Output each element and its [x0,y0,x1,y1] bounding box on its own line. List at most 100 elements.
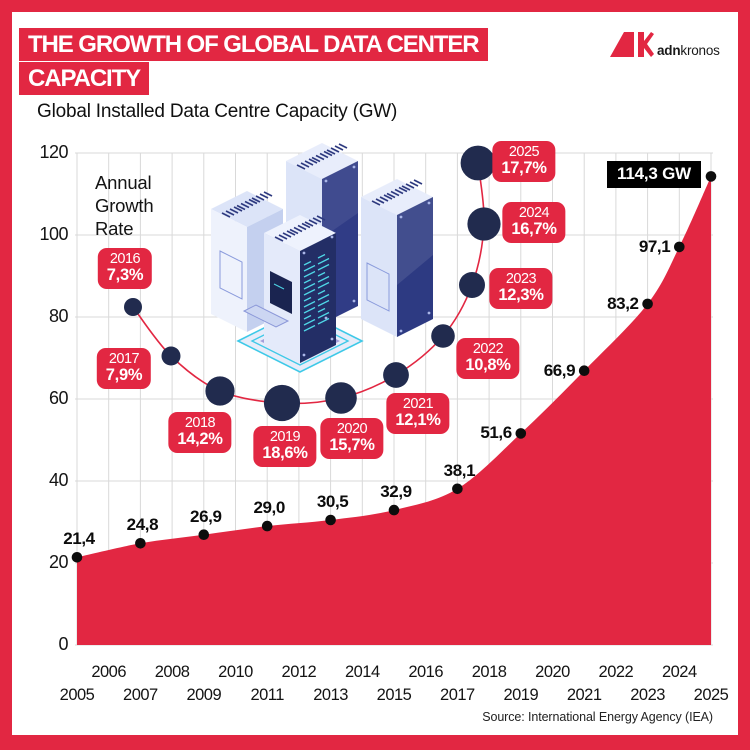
growth-badge-2016: 2016 7,3% [97,248,153,289]
growth-badge-rate: 7,9% [105,366,143,384]
x-tick-2016: 2016 [408,663,444,681]
value-label-2011: 29,0 [253,498,285,518]
growth-badge-rate: 17,7% [501,159,547,177]
growth-bubble-2018 [205,376,235,406]
growth-badge-rate: 12,1% [395,411,441,429]
growth-badge-2023: 2023 12,3% [489,268,553,309]
growth-badge-rate: 10,8% [465,356,511,374]
adnkronos-logo: adnkronos [607,31,720,58]
value-label-2007: 24,8 [126,515,159,535]
data-point-2007 [135,538,146,549]
x-tick-2020: 2020 [535,663,570,681]
data-point-2021 [578,365,590,377]
x-tick-2014: 2014 [344,663,380,681]
data-point-2005 [71,552,83,563]
growth-badge-2025: 2025 17,7% [492,141,556,182]
adnkronos-logo-icon [610,32,654,57]
data-point-2011 [261,520,273,532]
annual-growth-rate-label: Annual Growth Rate [95,172,154,239]
x-tick-2010: 2010 [218,663,253,681]
source-attribution: Source: International Energy Agency (IEA… [482,710,713,724]
growth-badge-year: 2018 [184,415,216,431]
growth-badge-2020: 2020 15,7% [320,418,384,459]
growth-badge-year: 2022 [472,341,504,357]
growth-bubble-2021 [383,362,409,388]
y-tick-120: 120 [39,142,68,162]
x-tick-2025: 2025 [693,686,729,704]
growth-badge-rate: 14,2% [177,430,223,448]
growth-bubble-2020 [325,382,357,414]
growth-bubble-2016 [124,298,142,316]
value-label-2005: 21,4 [63,529,95,549]
growth-badge-rate: 15,7% [329,436,375,454]
data-point-2009 [198,529,210,540]
y-tick-60: 60 [48,388,69,408]
data-point-2015 [388,504,400,516]
x-tick-2023: 2023 [630,686,665,704]
logo-brand-regular: kronos [680,43,720,58]
growth-bubble-2019 [263,384,301,422]
value-label-2021: 66,9 [543,360,576,380]
x-tick-2009: 2009 [186,686,222,704]
growth-badge-2024: 2024 16,7% [502,202,566,243]
growth-badge-rate: 12,3% [498,286,544,304]
x-tick-2008: 2008 [154,663,190,681]
y-tick-80: 80 [48,306,69,326]
y-tick-100: 100 [39,224,68,244]
x-tick-2018: 2018 [471,663,507,681]
growth-badge-rate: 18,6% [262,444,308,462]
growth-badge-2022: 2022 10,8% [456,338,520,379]
x-tick-2015: 2015 [376,686,412,704]
value-label-2019: 51,6 [480,423,512,443]
growth-badge-year: 2020 [336,421,368,437]
growth-badge-year: 2025 [508,144,540,160]
growth-badge-2018: 2018 14,2% [168,412,232,453]
growth-badge-year: 2021 [402,396,434,412]
value-label-2013: 30,5 [316,492,349,511]
peak-value-badge: 114,3 GW [607,161,701,189]
data-point-2023 [642,298,653,310]
x-tick-2017: 2017 [440,686,475,704]
growth-badge-year: 2017 [108,351,140,367]
page-title-line1: THE GROWTH OF GLOBAL DATA CENTER [19,28,488,61]
growth-badge-year: 2019 [269,429,301,445]
x-tick-2022: 2022 [598,663,634,681]
x-tick-2019: 2019 [503,686,539,704]
data-point-2013 [325,514,336,526]
growth-badge-2019: 2019 18,6% [253,426,317,467]
value-label-2009: 26,9 [190,506,222,526]
growth-badge-2021: 2021 12,1% [386,393,450,434]
x-tick-2011: 2011 [250,686,284,704]
growth-bubble-2023 [459,272,485,298]
value-label-2024: 97,1 [638,236,671,256]
x-tick-2021: 2021 [566,686,602,704]
y-tick-40: 40 [48,470,69,490]
x-tick-2012: 2012 [281,663,317,681]
data-point-2025 [705,171,717,182]
logo-brand-bold: adn [657,43,681,58]
x-tick-2013: 2013 [313,686,348,704]
x-tick-2005: 2005 [59,686,95,704]
growth-badge-year: 2023 [505,271,537,287]
value-label-2015: 32,9 [380,482,412,502]
data-point-2019 [515,428,527,439]
growth-bubble-2017 [161,346,181,366]
value-label-2017: 38,1 [443,460,476,480]
adnkronos-logo-text: adnkronos [657,44,720,58]
page-title-line2: CAPACITY [19,62,150,95]
x-tick-2007: 2007 [123,686,158,704]
growth-badge-2017: 2017 7,9% [96,348,152,389]
growth-badge-year: 2024 [518,205,550,221]
growth-bubble-2024 [467,207,501,241]
value-label-2023: 83,2 [607,293,639,313]
x-tick-2024: 2024 [661,663,697,681]
y-tick-20: 20 [48,552,69,572]
data-point-2017 [452,483,463,495]
growth-bubble-2025 [460,145,496,181]
server-illustration [211,143,433,373]
data-point-2024 [674,241,685,253]
x-tick-2006: 2006 [91,663,127,681]
